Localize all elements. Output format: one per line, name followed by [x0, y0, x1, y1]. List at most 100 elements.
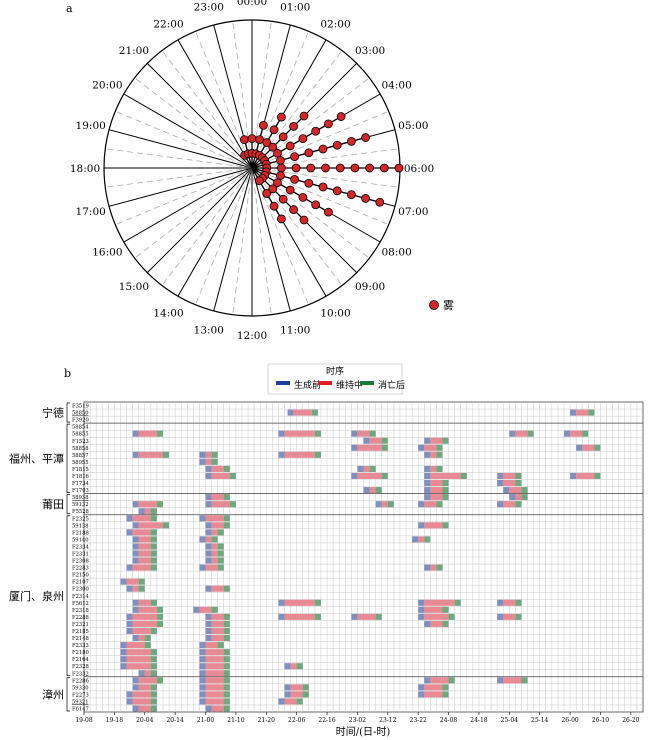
- event-during: [132, 529, 151, 536]
- event-during: [284, 698, 297, 705]
- event-before: [205, 550, 212, 557]
- event-after: [223, 465, 230, 472]
- polar-hour-line: [213, 167, 253, 312]
- polar-hour-line: [108, 167, 253, 207]
- station-label: F2148: [72, 636, 89, 642]
- station-label: F2321: [72, 622, 89, 628]
- fog-point: [299, 111, 309, 121]
- fog-point: [285, 185, 295, 195]
- event-after: [442, 480, 449, 487]
- event-after: [442, 691, 449, 698]
- hour-label: 02:00: [320, 18, 350, 30]
- event-before: [497, 472, 504, 479]
- event-after: [521, 487, 528, 494]
- event-before: [351, 472, 358, 479]
- event-before: [363, 487, 370, 494]
- fog-point: [346, 136, 356, 146]
- group-bracket: [66, 402, 70, 423]
- event-before: [497, 599, 504, 606]
- event-after: [436, 501, 443, 508]
- event-during: [424, 444, 437, 451]
- event-before: [199, 649, 206, 656]
- event-before: [284, 691, 291, 698]
- fog-point: [259, 121, 268, 130]
- event-after: [150, 663, 157, 670]
- event-during: [132, 627, 151, 634]
- event-before: [126, 564, 133, 571]
- fog-point: [290, 175, 300, 184]
- event-after: [150, 550, 157, 557]
- fog-point: [276, 112, 286, 122]
- event-during: [138, 543, 151, 550]
- event-before: [351, 613, 358, 620]
- polar-halfhour-line: [251, 110, 389, 169]
- event-before: [418, 599, 425, 606]
- event-before: [132, 550, 139, 557]
- fog-point: [269, 201, 279, 211]
- event-during: [205, 656, 224, 663]
- polar-halfhour-line: [232, 21, 253, 169]
- fog-point: [311, 200, 321, 210]
- station-label: 59321: [72, 699, 89, 705]
- event-before: [351, 430, 358, 437]
- event-after: [217, 529, 224, 536]
- hour-label: 20:00: [92, 80, 122, 92]
- event-before: [205, 465, 212, 472]
- fog-point: [350, 163, 360, 173]
- panel-b-label: b: [64, 367, 71, 380]
- event-before: [126, 627, 133, 634]
- event-before: [120, 663, 127, 670]
- fog-point: [379, 163, 389, 173]
- event-during: [211, 465, 224, 472]
- fog-point: [306, 163, 316, 173]
- event-before: [132, 536, 139, 543]
- event-before: [126, 620, 133, 627]
- event-after: [150, 684, 157, 691]
- fog-point: [299, 215, 309, 225]
- fog-point: [332, 186, 342, 196]
- event-during: [211, 501, 230, 508]
- event-during: [138, 677, 157, 684]
- x-tick-label: 26-10: [592, 717, 609, 724]
- event-before: [357, 465, 364, 472]
- polar-halfhour-line: [251, 31, 310, 169]
- fog-point: [247, 134, 257, 144]
- fog-point: [361, 194, 370, 203]
- x-tick-label: 20-14: [166, 717, 183, 724]
- event-before: [375, 501, 382, 508]
- panel-b-timeline-chart: b 时序 生成前 维持中 消亡后 F351958850F392058854588…: [9, 363, 644, 738]
- event-during: [369, 437, 382, 444]
- event-after: [223, 698, 230, 705]
- event-after: [515, 472, 522, 479]
- event-during: [284, 451, 315, 458]
- event-before: [120, 656, 127, 663]
- group-label: 福州、平潭: [9, 451, 64, 465]
- event-after: [156, 430, 163, 437]
- event-during: [430, 465, 437, 472]
- x-tick-label: 22-06: [288, 717, 305, 724]
- event-before: [199, 663, 206, 670]
- event-before: [199, 564, 206, 571]
- event-after: [223, 677, 230, 684]
- station-label: F2286: [72, 678, 89, 684]
- station-label: 59140: [72, 537, 89, 543]
- event-after: [150, 649, 157, 656]
- event-after: [442, 522, 449, 529]
- polar-hour-line: [123, 167, 253, 243]
- event-during: [132, 698, 151, 705]
- event-after: [223, 585, 230, 592]
- station-label: F2331: [72, 551, 89, 557]
- station-label: 59330: [72, 685, 89, 691]
- event-during: [205, 458, 212, 465]
- polar-halfhour-line: [161, 50, 253, 169]
- event-during: [126, 663, 151, 670]
- fog-point: [361, 133, 370, 142]
- polar-points: [239, 111, 404, 225]
- event-before: [363, 437, 370, 444]
- station-label: 58938: [72, 495, 89, 501]
- event-after: [150, 529, 157, 536]
- polar-halfhour-line: [115, 167, 253, 226]
- fog-point: [289, 205, 298, 214]
- event-before: [278, 430, 285, 437]
